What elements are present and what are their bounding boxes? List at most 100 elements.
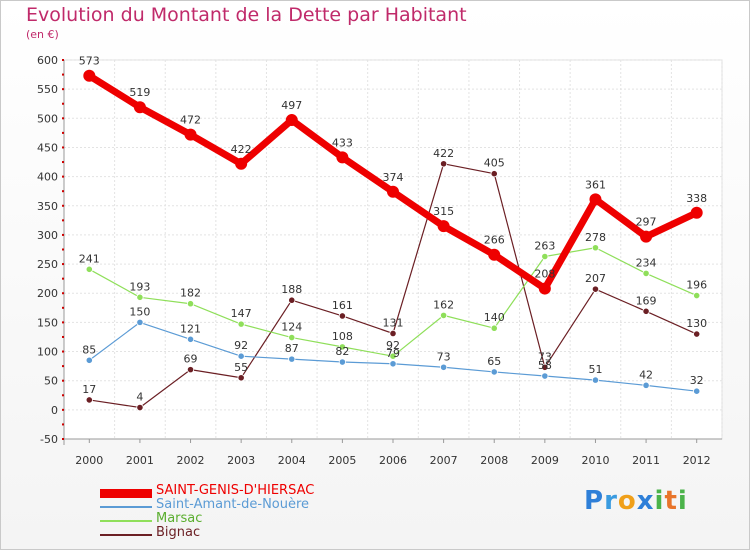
data-point xyxy=(490,324,498,332)
y-tick-label: 150 xyxy=(37,316,58,329)
data-point xyxy=(285,114,298,127)
y-tick-label: 100 xyxy=(37,346,58,359)
data-label: 278 xyxy=(585,231,606,244)
legend-swatch xyxy=(100,534,152,536)
proxiti-logo: Proxiti xyxy=(584,486,688,516)
logo-letter: P xyxy=(584,486,605,516)
logo-letter: o xyxy=(617,486,637,516)
y-minor-tick xyxy=(62,59,64,61)
data-point xyxy=(389,329,397,338)
chart-subtitle: (en €) xyxy=(26,28,59,41)
data-label: 51 xyxy=(588,363,602,376)
data-label: 266 xyxy=(484,234,505,247)
data-label: 131 xyxy=(383,316,404,329)
data-label: 82 xyxy=(335,345,349,358)
data-label: 124 xyxy=(281,321,302,334)
data-label: 433 xyxy=(332,136,353,149)
x-tick-label: 2008 xyxy=(480,454,508,467)
data-label: 374 xyxy=(383,171,404,184)
data-point xyxy=(338,312,346,320)
y-minor-tick xyxy=(62,88,64,91)
data-label: 17 xyxy=(82,383,96,396)
y-tick-label: 600 xyxy=(37,54,58,67)
y-minor-tick xyxy=(62,423,64,426)
legend-swatch xyxy=(100,488,152,498)
x-tick-label: 2004 xyxy=(278,454,306,467)
data-point xyxy=(186,335,195,343)
y-tick-label: 200 xyxy=(37,287,58,300)
data-point xyxy=(83,69,96,82)
data-label: 422 xyxy=(231,143,252,156)
x-tick-label: 2002 xyxy=(177,454,205,467)
data-label: 519 xyxy=(129,86,150,99)
x-tick-label: 2000 xyxy=(75,454,103,467)
data-point xyxy=(389,360,397,368)
x-tick-label: 2007 xyxy=(430,454,458,467)
data-label: 472 xyxy=(180,114,201,127)
data-point xyxy=(237,320,245,328)
data-label: 108 xyxy=(332,330,353,343)
logo-letter: x xyxy=(636,486,655,516)
data-point xyxy=(541,372,549,380)
data-point xyxy=(490,368,498,376)
data-point xyxy=(642,381,650,389)
x-tick-label: 2003 xyxy=(227,454,255,467)
legend-label: Marsac xyxy=(156,511,203,526)
x-tick-label: 2011 xyxy=(632,454,660,467)
data-point xyxy=(338,358,346,366)
data-point xyxy=(440,363,448,371)
logo-letter: t xyxy=(664,486,678,516)
data-point xyxy=(440,160,448,168)
data-point xyxy=(589,193,602,206)
data-point xyxy=(85,265,93,273)
data-label: 207 xyxy=(585,272,606,285)
data-point xyxy=(338,343,346,351)
y-minor-tick xyxy=(62,277,64,280)
y-tick-label: 50 xyxy=(44,375,58,388)
y-minor-tick xyxy=(62,219,64,222)
logo-letter: i xyxy=(677,486,688,516)
data-label: 73 xyxy=(538,350,552,363)
data-label: 208 xyxy=(534,268,555,281)
data-label: 182 xyxy=(180,287,201,300)
data-label: 69 xyxy=(184,353,198,366)
data-point xyxy=(488,248,501,261)
data-label: 263 xyxy=(534,239,555,252)
data-point xyxy=(541,363,549,371)
data-point xyxy=(389,352,397,360)
data-label: 140 xyxy=(484,311,505,324)
data-point xyxy=(387,185,399,198)
y-minor-tick xyxy=(62,131,64,134)
data-point xyxy=(642,269,650,278)
data-label: 55 xyxy=(234,361,248,374)
data-label: 241 xyxy=(79,252,100,265)
y-minor-tick xyxy=(62,379,64,382)
data-label: 188 xyxy=(281,283,302,296)
y-minor-tick xyxy=(62,73,64,76)
x-tick-label: 2005 xyxy=(328,454,356,467)
data-point xyxy=(336,151,349,164)
y-minor-tick xyxy=(62,248,64,251)
chart-title: Evolution du Montant de la Dette par Hab… xyxy=(26,4,467,26)
y-tick-label: 500 xyxy=(37,112,58,125)
y-minor-tick xyxy=(62,263,64,266)
data-label: 150 xyxy=(129,305,150,318)
y-minor-tick xyxy=(62,146,64,149)
data-point xyxy=(288,296,296,304)
data-label: 297 xyxy=(636,216,657,229)
data-label: 79 xyxy=(386,347,400,360)
data-point xyxy=(693,387,701,395)
data-label: 196 xyxy=(686,279,707,292)
data-point xyxy=(642,307,650,315)
data-point xyxy=(235,157,248,170)
data-label: 58 xyxy=(538,359,552,372)
data-point xyxy=(640,230,653,243)
y-minor-tick xyxy=(62,190,64,193)
data-label: 121 xyxy=(180,322,201,335)
data-point xyxy=(237,374,245,382)
data-point xyxy=(288,333,296,342)
y-minor-tick xyxy=(62,292,64,295)
y-tick-label: -50 xyxy=(40,433,58,446)
data-point xyxy=(237,352,245,360)
data-label: 32 xyxy=(690,374,704,387)
